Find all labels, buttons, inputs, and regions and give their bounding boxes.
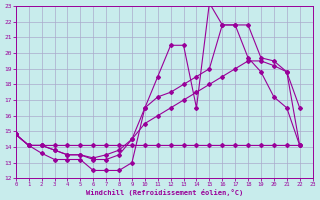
X-axis label: Windchill (Refroidissement éolien,°C): Windchill (Refroidissement éolien,°C) <box>85 189 243 196</box>
